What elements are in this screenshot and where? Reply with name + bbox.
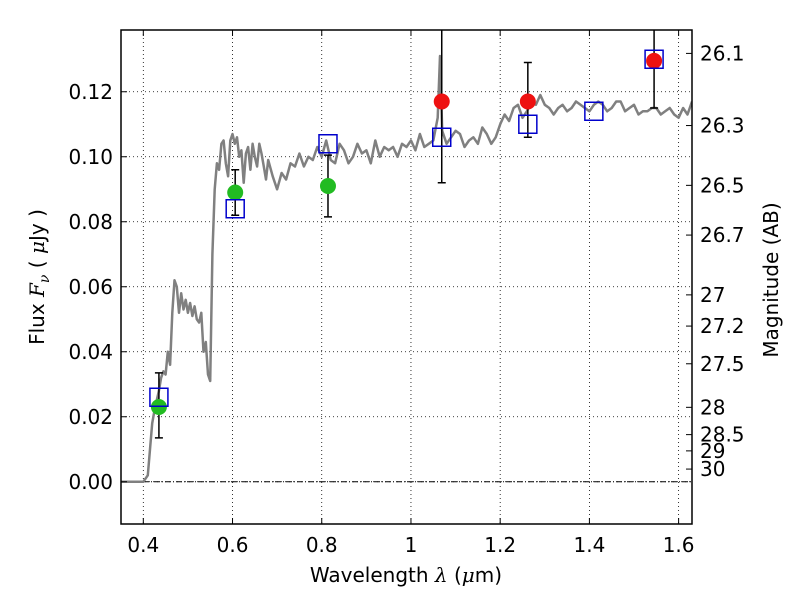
magnitude-tick-label: 28 (700, 395, 725, 419)
x-tick-label: 1.2 (484, 533, 516, 557)
plot-frame (120, 29, 693, 525)
y-axis-label: Flux Fν ( μJy ) (25, 209, 53, 345)
y-tick-label: 0.08 (68, 210, 113, 234)
x-tick-label: 1 (405, 533, 418, 557)
model-band-fluxes (149, 49, 664, 407)
y-tick-label: 0.04 (68, 340, 113, 364)
magnitude-tick-label: 27.2 (700, 314, 745, 338)
upper-limit-point (519, 93, 536, 110)
x-axis-label: Wavelength λ (μm) (310, 563, 502, 587)
model-band-square (225, 199, 245, 219)
magnitude-tick-label: 29 (700, 439, 725, 463)
x-axis-ticks: 0.4 0.6 0.8 1 1.2 1.4 1.6 (127, 30, 695, 557)
model-band-square (149, 387, 169, 407)
x-tick-label: 0.8 (306, 533, 338, 557)
y-tick-label: 0.00 (68, 470, 113, 494)
x-tick-label: 1.4 (573, 533, 605, 557)
model-band-square (431, 127, 452, 147)
magnitude-tick-label: 27 (700, 283, 725, 307)
magnitude-tick-label: 27.5 (700, 352, 745, 376)
upper-limit-point (646, 52, 663, 69)
magnitude-tick-label: 28.5 (700, 423, 745, 447)
detected-point (319, 178, 336, 194)
magnitude-tick-label: 26.3 (700, 114, 745, 138)
model-sed-line (121, 54, 692, 484)
detected-point (227, 184, 244, 201)
error-bars (154, 30, 659, 439)
magnitude-tick-label: 26.7 (700, 223, 745, 247)
magnitude-tick-label: 30 (700, 457, 725, 481)
y-axis-ticks: 0.00 0.02 0.04 0.06 0.08 0.10 0.12 (68, 80, 127, 494)
upper-limit-point (433, 93, 450, 110)
model-band-square (518, 114, 538, 134)
y-tick-label: 0.12 (68, 80, 113, 104)
model-band-square (318, 134, 338, 154)
x-tick-label: 0.4 (127, 533, 159, 557)
x-tick-label: 1.6 (663, 533, 695, 557)
y-tick-label: 0.06 (68, 275, 113, 299)
model-band-square (644, 49, 664, 69)
magnitude-tick-label: 26.1 (700, 41, 745, 65)
magnitude-tick-label: 26.5 (700, 173, 745, 197)
y-tick-label: 0.10 (68, 145, 113, 169)
magnitude-axis-label: Magnitude (AB) (759, 202, 783, 357)
x-tick-label: 0.6 (217, 533, 249, 557)
model-band-square (584, 101, 604, 121)
grid-lines (121, 30, 692, 524)
y-tick-label: 0.02 (68, 405, 113, 429)
